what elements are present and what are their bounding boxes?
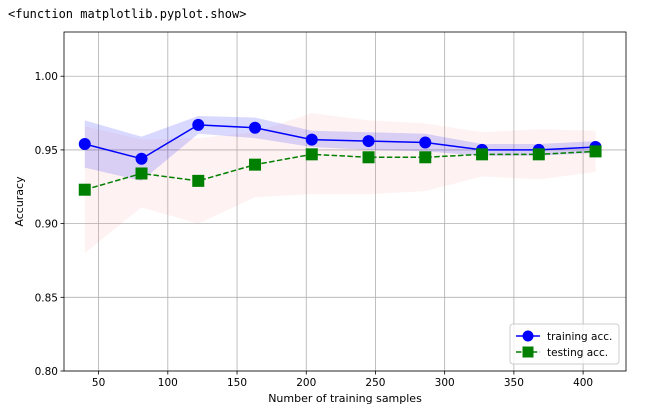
data-point — [135, 167, 148, 180]
data-point — [589, 145, 602, 158]
y-axis-label: Accuracy — [13, 176, 26, 227]
x-tick-label: 200 — [296, 377, 316, 389]
grid-layer — [64, 32, 626, 372]
legend: training acc. testing acc. — [509, 323, 620, 365]
x-tick-label: 400 — [573, 377, 593, 389]
data-point — [362, 151, 375, 164]
data-point — [419, 136, 432, 149]
data-point — [419, 151, 432, 164]
legend-label: testing acc. — [547, 347, 608, 359]
y-tick-label: 0.80 — [35, 366, 58, 378]
data-point — [249, 158, 262, 171]
series-line — [84, 124, 596, 160]
data-point — [249, 121, 262, 134]
data-point — [192, 118, 205, 131]
data-point — [78, 138, 91, 151]
legend-marker — [522, 346, 534, 358]
data-point — [78, 183, 91, 196]
confidence-band — [84, 116, 596, 181]
series-markers — [78, 118, 602, 196]
data-point — [362, 135, 375, 148]
data-point — [476, 148, 489, 161]
confidence-bands — [84, 113, 596, 254]
x-tick-label: 350 — [504, 377, 524, 389]
data-point — [305, 133, 318, 146]
x-tick-label: 100 — [158, 377, 178, 389]
axes-frame — [63, 31, 627, 372]
data-point — [135, 152, 148, 165]
x-axis-label: Number of training samples — [268, 392, 422, 405]
axis-ticks: 50 100 150 200 250 300 350 400 0.80 0.85 0.90 0.95 1… — [35, 71, 594, 389]
x-tick-label: 300 — [435, 377, 455, 389]
legend-marker — [522, 330, 534, 342]
x-tick-label: 50 — [92, 377, 105, 389]
legend-label: training acc. — [547, 331, 612, 343]
legend-box — [509, 323, 620, 365]
x-tick-label: 250 — [365, 377, 385, 389]
y-tick-label: 0.85 — [35, 292, 58, 304]
output-repr-text: <function matplotlib.pyplot.show> — [8, 7, 247, 21]
y-tick-label: 1.00 — [35, 71, 58, 83]
y-tick-label: 0.90 — [35, 219, 58, 231]
x-tick-label: 150 — [227, 377, 247, 389]
data-point — [192, 174, 205, 187]
data-point — [532, 148, 545, 161]
y-tick-label: 0.95 — [35, 145, 58, 157]
series-line — [84, 150, 596, 191]
series-lines — [84, 124, 596, 191]
data-point — [305, 148, 318, 161]
